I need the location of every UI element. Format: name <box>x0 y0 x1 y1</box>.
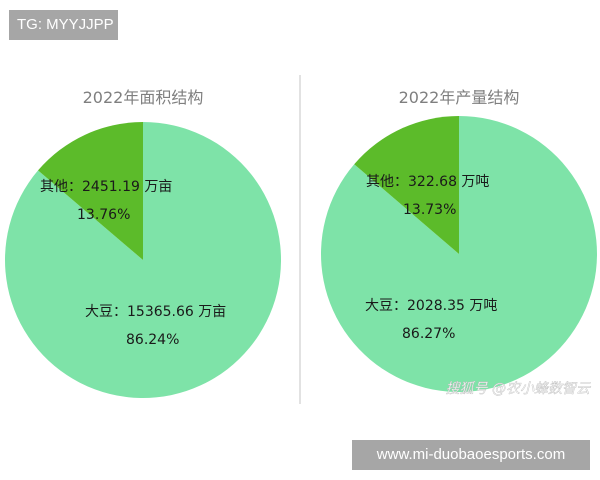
chart-title: 2022年产量结构 <box>399 88 520 107</box>
data-label: 其他：322.68 万吨 <box>366 174 489 190</box>
percent-label: 13.76% <box>77 207 130 223</box>
pie-slice-other <box>38 122 144 260</box>
percent-label: 13.73% <box>403 202 456 218</box>
chart-title: 2022年面积结构 <box>83 88 204 107</box>
watermark-text: 搜狐号 @农小蜂数智云 <box>446 381 591 397</box>
tg-tag: TG: MYYJJPP <box>9 10 118 40</box>
site-tag: www.mi-duobaoesports.com <box>352 440 590 470</box>
pie-slice-other <box>354 116 459 254</box>
percent-label: 86.27% <box>402 326 455 342</box>
data-label: 大豆：2028.35 万吨 <box>365 298 497 314</box>
data-label: 大豆：15365.66 万亩 <box>85 303 226 320</box>
percent-label: 86.24% <box>126 332 179 348</box>
data-label: 其他：2451.19 万亩 <box>40 178 172 195</box>
pie-slice-soybean <box>4 122 281 398</box>
